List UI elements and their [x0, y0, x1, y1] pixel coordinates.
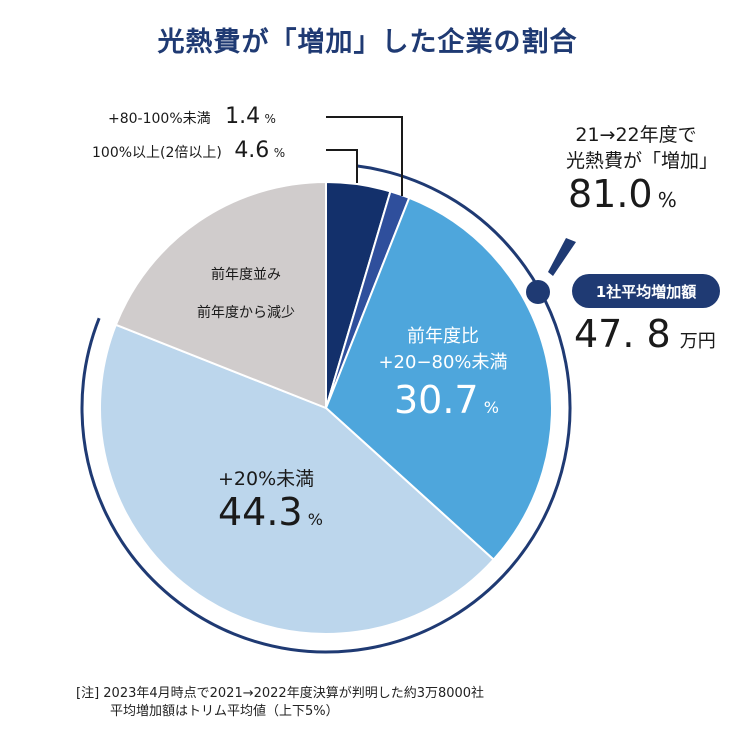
value-80-100: 1.4 [225, 104, 261, 129]
label-100plus: 100%以上(2倍以上) 4.6 % [92, 138, 286, 163]
note-line2: 平均増加額はトリム平均値（上下5%） [110, 704, 339, 719]
value-20-80: 30.7 % [394, 378, 499, 422]
label-under-20: +20%未満 [218, 468, 315, 490]
value-100plus: 4.6 [234, 138, 270, 163]
increase-bracket-arc [80, 164, 572, 654]
note-line1: [注] 2023年4月時点で2021→2022年度決算が判明した約3万8000社 [76, 686, 485, 701]
average-increase-amount: 47. 8 万円 [574, 312, 716, 356]
label-same-or-less: 前年度並み 前年度から減少 [197, 267, 295, 321]
pie-slice-4 [114, 180, 327, 410]
label-20-80: 前年度比 +20−80%未満 [378, 326, 508, 373]
bracket-dot [526, 280, 550, 304]
pie-slice-2 [324, 196, 553, 561]
label-80-100: +80-100%未満 1.4 % [108, 104, 276, 129]
bracket-pointer [548, 238, 576, 276]
leader-line-100plus [326, 149, 358, 183]
chart-title: 光熱費が「増加」した企業の割合 [157, 27, 578, 58]
increase-total-value: 81.0 % [568, 172, 677, 216]
average-increase-badge: 1社平均増加額 [572, 274, 720, 308]
leader-line-80-100 [326, 116, 403, 196]
increase-annotation-text: 21→22年度で 光熱費が「増加」 [566, 124, 719, 172]
pie-slice-3 [99, 323, 496, 635]
value-under-20: 44.3 % [218, 490, 323, 534]
